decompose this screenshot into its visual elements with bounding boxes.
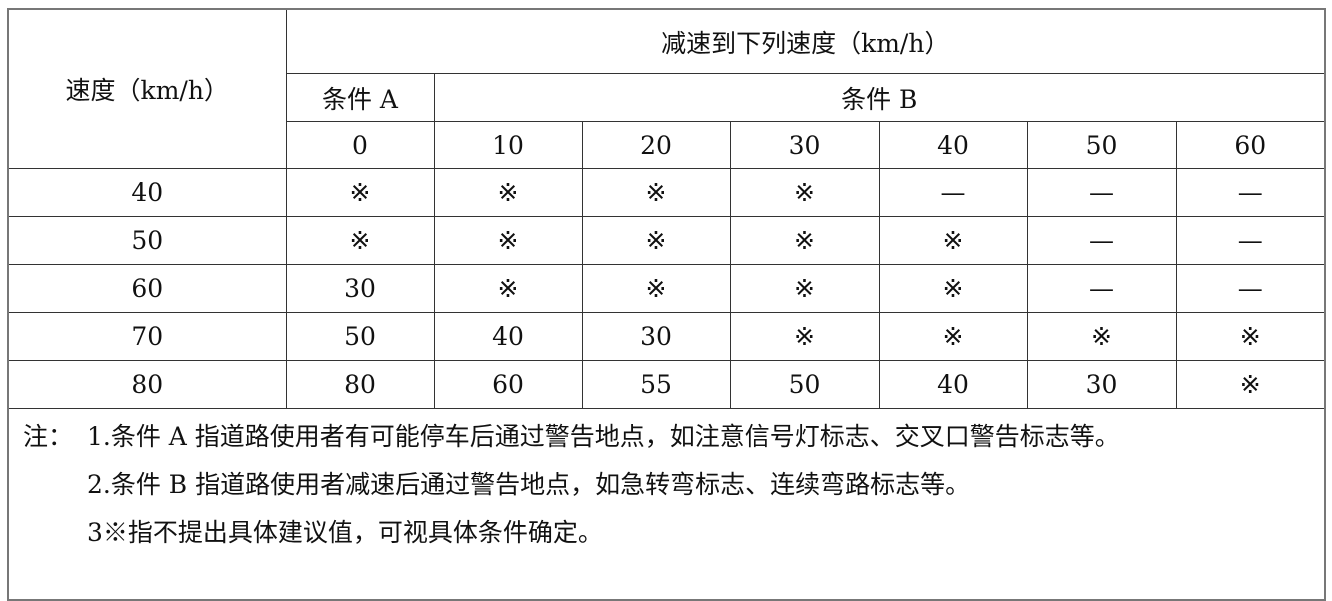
target-speed-header: 40 xyxy=(878,121,1028,169)
reduce-to-header: 减速到下列速度（km/h） xyxy=(285,8,1326,74)
value-cell: — xyxy=(1026,216,1177,265)
note-text: 2.条件 B 指道路使用者减速后通过警告地点，如急转弯标志、连续弯路标志等。 xyxy=(87,470,971,499)
target-speed-header: 10 xyxy=(433,121,583,169)
value-cell: 80 xyxy=(285,360,435,409)
value-cell: 50 xyxy=(285,312,435,361)
note-line: 注： 1.条件 A 指道路使用者有可能停车后通过警告地点，如注意信号灯标志、交叉口… xyxy=(23,413,1310,461)
value-cell: ※ xyxy=(581,264,731,313)
table-row: 40 ※ ※ ※ ※ — — — xyxy=(7,168,1326,217)
target-speed-row: 0 10 20 30 40 50 60 xyxy=(8,121,1326,169)
value-cell: ※ xyxy=(1175,312,1326,361)
target-speed-header: 20 xyxy=(581,121,731,169)
speed-cell: 40 xyxy=(7,168,287,217)
value-cell: ※ xyxy=(433,168,583,217)
speed-cell: 80 xyxy=(7,360,287,409)
value-cell: 30 xyxy=(1026,360,1177,409)
value-cell: ※ xyxy=(433,264,583,313)
value-cell: ※ xyxy=(285,216,435,265)
table-row: 60 30 ※ ※ ※ ※ — — xyxy=(7,264,1326,313)
speed-cell: 60 xyxy=(7,264,287,313)
table-row: 50 ※ ※ ※ ※ ※ — — xyxy=(7,216,1326,265)
notes-cell: 注： 1.条件 A 指道路使用者有可能停车后通过警告地点，如注意信号灯标志、交叉口… xyxy=(7,408,1326,601)
condition-a-header: 条件 A xyxy=(285,73,435,122)
value-cell: — xyxy=(1175,264,1326,313)
note-text: 1.条件 A 指道路使用者有可能停车后通过警告地点，如注意信号灯标志、交叉口警告… xyxy=(87,422,1120,451)
value-cell: ※ xyxy=(581,168,731,217)
value-cell: ※ xyxy=(1175,360,1326,409)
value-cell: ※ xyxy=(729,168,880,217)
speed-cell: 70 xyxy=(7,312,287,361)
value-cell: ※ xyxy=(878,216,1028,265)
value-cell: ※ xyxy=(878,312,1028,361)
value-cell: ※ xyxy=(1026,312,1177,361)
value-cell: ※ xyxy=(878,264,1028,313)
value-cell: 50 xyxy=(729,360,880,409)
value-cell: — xyxy=(1026,264,1177,313)
value-cell: 55 xyxy=(581,360,731,409)
value-cell: — xyxy=(878,168,1028,217)
value-cell: ※ xyxy=(581,216,731,265)
value-cell: 30 xyxy=(285,264,435,313)
speed-reduction-table: 速度（km/h） 减速到下列速度（km/h） 条件 A 条件 B 0 10 20 30… xyxy=(7,8,1327,601)
table-row: 80 80 60 55 50 40 30 ※ xyxy=(7,360,1326,409)
value-cell: ※ xyxy=(285,168,435,217)
note-prefix: 注： xyxy=(23,422,74,451)
value-cell: ※ xyxy=(729,216,880,265)
value-cell: ※ xyxy=(433,216,583,265)
value-cell: — xyxy=(1175,168,1326,217)
value-cell: ※ xyxy=(729,312,880,361)
table-row: 70 50 40 30 ※ ※ ※ ※ xyxy=(7,312,1326,361)
value-cell: — xyxy=(1175,216,1326,265)
note-text: 3※指不提出具体建议值，可视具体条件确定。 xyxy=(87,518,603,547)
speed-header: 速度（km/h） xyxy=(7,8,287,169)
note-line: 3※指不提出具体建议值，可视具体条件确定。 xyxy=(23,509,1310,557)
value-cell: — xyxy=(1026,168,1177,217)
target-speed-header: 0 xyxy=(285,121,435,169)
note-line: 2.条件 B 指道路使用者减速后通过警告地点，如急转弯标志、连续弯路标志等。 xyxy=(23,461,1310,509)
target-speed-header: 60 xyxy=(1175,121,1326,169)
value-cell: 40 xyxy=(878,360,1028,409)
value-cell: 30 xyxy=(581,312,731,361)
value-cell: 60 xyxy=(433,360,583,409)
target-speed-header: 30 xyxy=(729,121,880,169)
speed-cell: 50 xyxy=(7,216,287,265)
value-cell: ※ xyxy=(729,264,880,313)
target-speed-header: 50 xyxy=(1026,121,1177,169)
value-cell: 40 xyxy=(433,312,583,361)
condition-b-header: 条件 B xyxy=(433,73,1326,122)
